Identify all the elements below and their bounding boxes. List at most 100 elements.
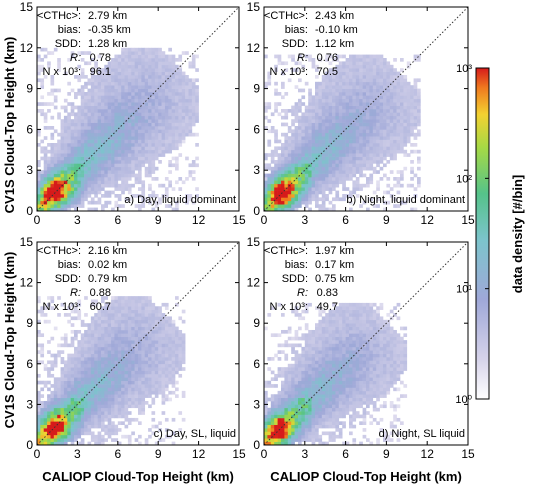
density-cell: [410, 109, 414, 113]
density-cell: [50, 170, 55, 174]
density-cell: [151, 88, 156, 93]
density-cell: [80, 411, 85, 415]
density-cell: [195, 92, 199, 96]
density-cell: [284, 136, 289, 140]
density-cell: [90, 367, 95, 371]
density-cell: [67, 160, 71, 164]
density-cell: [403, 166, 408, 171]
density-cell: [67, 173, 71, 178]
density-cell: [74, 207, 78, 212]
density-cell: [294, 85, 299, 89]
density-cell: [291, 143, 295, 147]
density-cell: [144, 156, 149, 161]
density-cell: [191, 54, 196, 59]
density-cell: [90, 190, 95, 195]
density-cell: [281, 143, 285, 147]
density-cell: [97, 401, 102, 405]
density-cell: [400, 58, 404, 62]
density-cell: [107, 160, 112, 164]
density-cell: [277, 397, 282, 402]
density-cell: [154, 149, 159, 154]
density-cell: [148, 357, 152, 361]
density-cell: [359, 98, 363, 103]
density-cell: [274, 102, 278, 106]
density-cell: [63, 343, 68, 348]
density-cell: [57, 397, 61, 402]
density-cell: [195, 95, 199, 100]
density-cell: [355, 183, 360, 188]
density-cell: [134, 309, 139, 314]
density-cell: [144, 61, 149, 66]
density-cell: [87, 187, 92, 191]
density-cell: [158, 149, 162, 154]
density-cell: [141, 81, 146, 86]
density-cell: [284, 163, 289, 168]
density-cell: [131, 156, 135, 161]
density-cell: [70, 163, 75, 168]
density-cell: [114, 316, 119, 321]
density-cell: [107, 115, 112, 120]
density-cell: [100, 411, 105, 415]
density-cell: [53, 377, 58, 382]
density-cell: [335, 88, 340, 93]
density-cell: [270, 177, 275, 181]
density-cell: [50, 197, 55, 202]
density-cell: [151, 143, 156, 147]
density-cell: [359, 136, 363, 140]
density-cell: [50, 397, 55, 402]
density-cell: [171, 431, 176, 436]
density-cell: [178, 112, 183, 117]
density-cell: [90, 394, 95, 398]
density-cell: [100, 126, 105, 130]
density-cell: [80, 173, 85, 178]
density-cell: [400, 112, 404, 117]
density-cell: [84, 153, 88, 157]
density-cell: [151, 85, 156, 89]
density-cell: [315, 112, 319, 117]
density-cell: [131, 367, 135, 371]
density-cell: [158, 329, 162, 334]
density-cell: [284, 194, 289, 198]
density-cell: [77, 146, 82, 151]
density-cell: [168, 434, 172, 439]
density-cell: [117, 313, 122, 317]
density-cell: [63, 428, 68, 432]
density-cell: [304, 126, 309, 130]
density-cell: [50, 363, 55, 368]
density-cell: [335, 180, 340, 185]
density-cell: [84, 421, 88, 425]
density-cell: [37, 190, 41, 195]
x-tick-label: 12: [192, 447, 206, 461]
density-cell: [362, 160, 367, 164]
density-cell: [107, 329, 112, 334]
density-cell: [111, 407, 115, 412]
density-cell: [403, 132, 408, 137]
density-cell: [141, 119, 146, 123]
density-cell: [77, 112, 82, 117]
density-cell: [164, 417, 169, 422]
density-cell: [53, 380, 58, 385]
density-cell: [335, 129, 340, 134]
density-cell: [37, 68, 41, 72]
density-cell: [393, 183, 397, 188]
density-cell: [270, 407, 275, 412]
density-cell: [158, 105, 162, 110]
density-cell: [178, 58, 183, 62]
density-cell: [117, 105, 122, 110]
density-cell: [111, 367, 115, 371]
density-cell: [151, 350, 156, 354]
density-cell: [53, 407, 58, 412]
density-cell: [417, 54, 421, 59]
density-cell: [100, 194, 105, 198]
density-cell: [53, 183, 58, 188]
density-cell: [67, 367, 71, 371]
density-cell: [131, 136, 135, 140]
density-cell: [161, 132, 166, 137]
density-cell: [175, 343, 179, 348]
density-cell: [386, 95, 391, 100]
density-cell: [338, 170, 343, 174]
density-cell: [372, 160, 377, 164]
density-cell: [84, 126, 88, 130]
density-cell: [369, 105, 374, 110]
density-cell: [298, 136, 302, 140]
